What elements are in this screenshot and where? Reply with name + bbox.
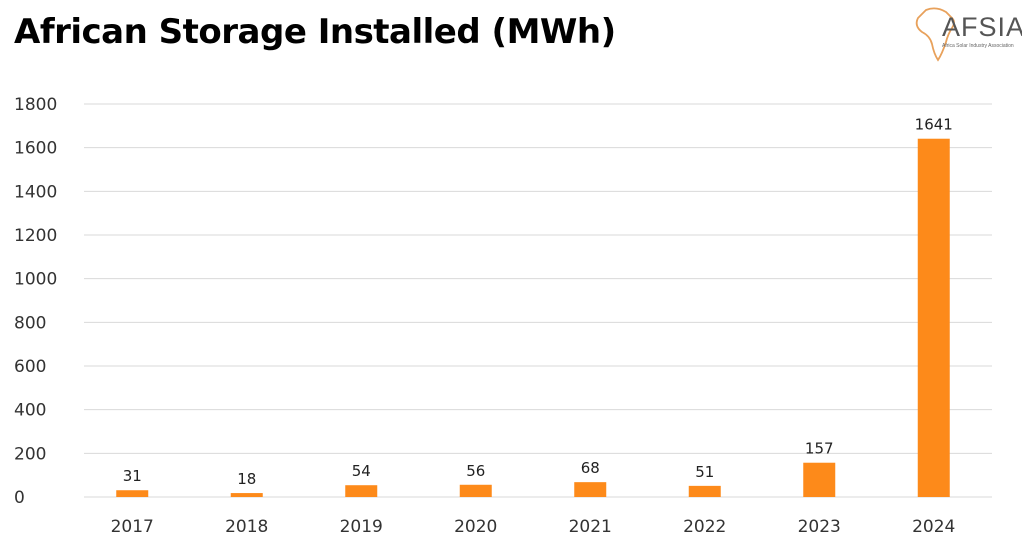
afsia-logo: AFSIA Africa Solar Industry Association (912, 4, 1024, 64)
y-tick-label: 0 (14, 488, 25, 508)
data-label: 1641 (915, 116, 953, 134)
data-label: 157 (805, 440, 834, 458)
bar (803, 462, 836, 497)
bar (459, 484, 492, 497)
y-tick-label: 400 (14, 401, 46, 421)
chart-title: African Storage Installed (MWh) (14, 12, 616, 52)
y-tick-label: 1600 (14, 139, 57, 159)
y-tick-label: 200 (14, 444, 46, 464)
data-label: 56 (466, 462, 485, 480)
bar (688, 485, 721, 497)
svg-text:AFSIA: AFSIA (942, 12, 1022, 42)
y-tick-label: 1800 (14, 95, 57, 115)
africa-map-icon (915, 7, 955, 62)
x-tick-label: 2017 (111, 517, 154, 537)
x-tick-label: 2023 (798, 517, 841, 537)
data-label: 51 (695, 463, 714, 481)
x-tick-label: 2020 (454, 517, 497, 537)
bar (116, 490, 149, 497)
bar (574, 482, 607, 497)
svg-text:Africa Solar Industry Associat: Africa Solar Industry Association (942, 43, 1014, 49)
x-tick-label: 2018 (225, 517, 268, 537)
y-tick-label: 1400 (14, 182, 57, 202)
y-tick-label: 800 (14, 313, 46, 333)
data-label: 68 (581, 459, 600, 477)
y-tick-label: 1200 (14, 226, 57, 246)
x-tick-label: 2021 (569, 517, 612, 537)
y-tick-label: 600 (14, 357, 46, 377)
y-tick-label: 1000 (14, 270, 57, 290)
x-tick-label: 2019 (340, 517, 383, 537)
x-tick-label: 2024 (912, 517, 955, 537)
x-tick-label: 2022 (683, 517, 726, 537)
data-label: 54 (352, 462, 371, 480)
bar (345, 485, 378, 497)
bar (230, 493, 263, 497)
data-label: 31 (123, 467, 142, 485)
bar (917, 138, 950, 497)
data-label: 18 (237, 470, 256, 488)
